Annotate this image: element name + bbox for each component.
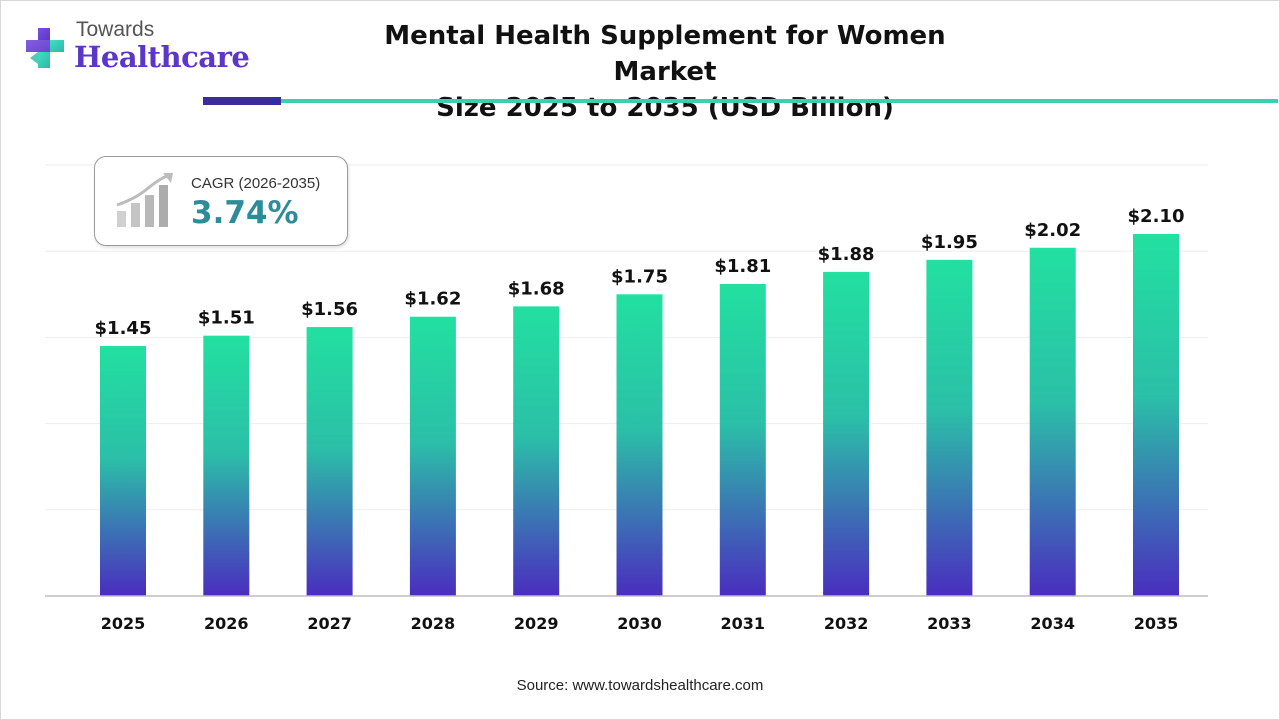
bar-2029: [513, 306, 560, 596]
header-rule: [281, 99, 1278, 103]
bar-2026: [203, 335, 250, 596]
bar-2032: [823, 271, 870, 596]
cagr-value: 3.74%: [191, 195, 299, 231]
bar-2034: [1029, 247, 1076, 596]
value-label-2033: $1.95: [921, 232, 978, 253]
value-label-2027: $1.56: [301, 299, 358, 320]
value-label-2035: $2.10: [1128, 206, 1185, 227]
value-label-2030: $1.75: [611, 266, 668, 287]
value-label-2025: $1.45: [95, 318, 152, 339]
x-tick-label-2031: 2031: [721, 614, 766, 633]
bar-2033: [926, 259, 973, 596]
chart-title-line1: Mental Health Supplement for Women Marke…: [384, 21, 946, 87]
x-tick-label-2026: 2026: [204, 614, 249, 633]
value-label-2032: $1.88: [818, 244, 875, 265]
bar-2035: [1133, 233, 1179, 596]
x-axis-labels: 2025 2026 2027 2028 2029 2030 2031 2032 2033 2034…: [101, 614, 1179, 633]
x-tick-label-2027: 2027: [307, 614, 352, 633]
chart-title-line2: Size 2025 to 2035 (USD Billion): [436, 93, 894, 123]
x-tick-label-2034: 2034: [1030, 614, 1075, 633]
x-tick-label-2030: 2030: [617, 614, 662, 633]
header-rule-accent: [203, 97, 281, 105]
chart-title: Mental Health Supplement for Women Marke…: [330, 18, 1000, 126]
x-tick-label-2029: 2029: [514, 614, 559, 633]
medical-cross-icon: [26, 28, 64, 68]
growth-chart-icon: [116, 173, 173, 227]
brand-name-top: Towards: [76, 18, 155, 41]
value-label-2029: $1.68: [508, 278, 565, 299]
bar-2030: [616, 294, 663, 596]
bar-2031: [719, 283, 766, 596]
source-note: Source: www.towardshealthcare.com: [516, 677, 764, 694]
x-tick-label-2025: 2025: [101, 614, 146, 633]
value-labels: $1.45 $1.51 $1.56 $1.62 $1.68 $1.75 $1.81 $1.88…: [95, 206, 1185, 339]
brand-logo: Towards Healthcare: [22, 18, 252, 84]
bar-2025: [100, 346, 146, 596]
bar-2027: [306, 327, 353, 596]
cagr-box: CAGR (2026-2035) 3.74%: [94, 156, 348, 246]
value-label-2034: $2.02: [1024, 220, 1081, 241]
x-tick-label-2035: 2035: [1134, 614, 1179, 633]
value-label-2031: $1.81: [714, 256, 771, 277]
cagr-label: CAGR (2026-2035): [191, 175, 321, 192]
x-tick-label-2028: 2028: [411, 614, 456, 633]
value-label-2028: $1.62: [404, 289, 461, 310]
bars: [100, 233, 1179, 596]
x-tick-label-2032: 2032: [824, 614, 869, 633]
value-label-2026: $1.51: [198, 308, 255, 329]
bar-2028: [409, 316, 456, 596]
brand-name-bottom: Healthcare: [74, 40, 250, 74]
x-tick-label-2033: 2033: [927, 614, 972, 633]
